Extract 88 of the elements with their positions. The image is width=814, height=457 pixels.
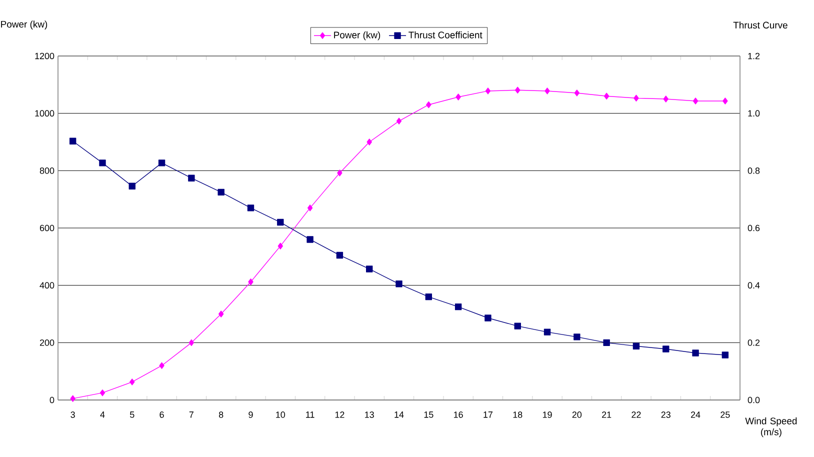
- point: [632, 342, 640, 350]
- x-tick-label: 3: [70, 412, 75, 418]
- y-tick-label: 0: [50, 396, 54, 404]
- y2-tick-label: 0.0: [748, 396, 760, 404]
- x-tick-label: 11: [306, 412, 314, 418]
- y2-axis-title: Thrust Curve: [733, 22, 788, 29]
- point: [366, 138, 372, 146]
- point: [574, 90, 580, 96]
- x-tick-label: 21: [602, 412, 612, 418]
- point: [722, 352, 729, 358]
- y-tick-label: 200: [40, 339, 54, 346]
- point: [218, 188, 224, 196]
- y2-tick-label: 0.6: [748, 224, 760, 232]
- point: [159, 362, 164, 369]
- y-tick-label: 400: [40, 282, 54, 289]
- point: [454, 303, 462, 310]
- y2-tick-label: 1.0: [748, 110, 760, 117]
- x-tick-label: 4: [100, 412, 105, 418]
- point: [247, 204, 254, 212]
- point: [70, 395, 76, 402]
- point: [307, 204, 313, 212]
- point: [426, 101, 432, 108]
- x-tick-label: 24: [690, 412, 700, 418]
- point: [248, 278, 254, 286]
- point: [130, 378, 135, 386]
- point: [69, 138, 76, 144]
- x-tick-label: 17: [484, 412, 492, 418]
- point: [306, 236, 314, 243]
- x-tick-label: 10: [276, 412, 286, 418]
- x-axis-title: Wind Speed (m/s): [745, 417, 797, 438]
- x-tick-label: 9: [248, 412, 253, 418]
- y-tick-label: 1200: [35, 52, 54, 60]
- point: [692, 350, 699, 356]
- x-tick-label: 25: [720, 412, 730, 418]
- point: [366, 266, 373, 272]
- y-tick-label: 1000: [35, 110, 54, 117]
- x-tick-label: 7: [189, 412, 194, 418]
- x-tick-label: 15: [424, 412, 434, 418]
- point: [188, 174, 195, 182]
- point: [634, 94, 639, 102]
- point: [218, 310, 224, 318]
- point: [485, 88, 491, 94]
- x-tick-label: 5: [130, 412, 134, 418]
- y-tick-label: 800: [40, 167, 54, 174]
- y-axis-title: Power (kw): [1, 20, 48, 30]
- point: [544, 88, 550, 94]
- point: [692, 98, 698, 104]
- point: [484, 314, 492, 322]
- point: [663, 96, 668, 102]
- y2-tick-label: 1.2: [748, 52, 760, 60]
- point: [277, 218, 284, 226]
- point: [188, 339, 194, 346]
- x-tick-label: 20: [572, 412, 582, 418]
- point: [604, 92, 610, 100]
- x-tick-label: 18: [513, 412, 522, 418]
- point: [99, 160, 106, 166]
- point: [337, 170, 342, 176]
- y2-tick-label: 0.2: [748, 339, 760, 346]
- legend-label: Thrust Coefficient: [408, 31, 482, 38]
- y2-tick-label: 0.4: [748, 282, 760, 289]
- y2-tick-label: 0.8: [748, 167, 760, 174]
- point: [662, 346, 670, 352]
- x-tick-label: 22: [632, 412, 641, 418]
- point: [425, 293, 432, 300]
- x-tick-label: 8: [218, 412, 224, 418]
- point: [128, 182, 136, 190]
- point: [396, 118, 402, 124]
- x-tick-label: 16: [454, 412, 463, 418]
- y-tick-label: 600: [40, 224, 54, 232]
- point: [515, 86, 520, 94]
- x-tick-label: 14: [394, 412, 404, 418]
- point: [456, 94, 461, 100]
- x-tick-label: 19: [542, 412, 552, 418]
- x-tick-label: 6: [160, 412, 164, 418]
- x-tick-label: 23: [661, 412, 670, 418]
- x-tick-label: 12: [335, 412, 344, 418]
- point: [158, 160, 166, 166]
- point: [514, 322, 521, 330]
- point: [336, 252, 344, 259]
- x-tick-label: 13: [365, 412, 374, 418]
- point: [544, 328, 551, 336]
- legend-label: Power (kw): [334, 31, 380, 40]
- point: [278, 242, 283, 250]
- point: [603, 339, 610, 346]
- point: [396, 280, 402, 288]
- point: [722, 98, 728, 104]
- point: [574, 334, 580, 340]
- point: [100, 389, 106, 396]
